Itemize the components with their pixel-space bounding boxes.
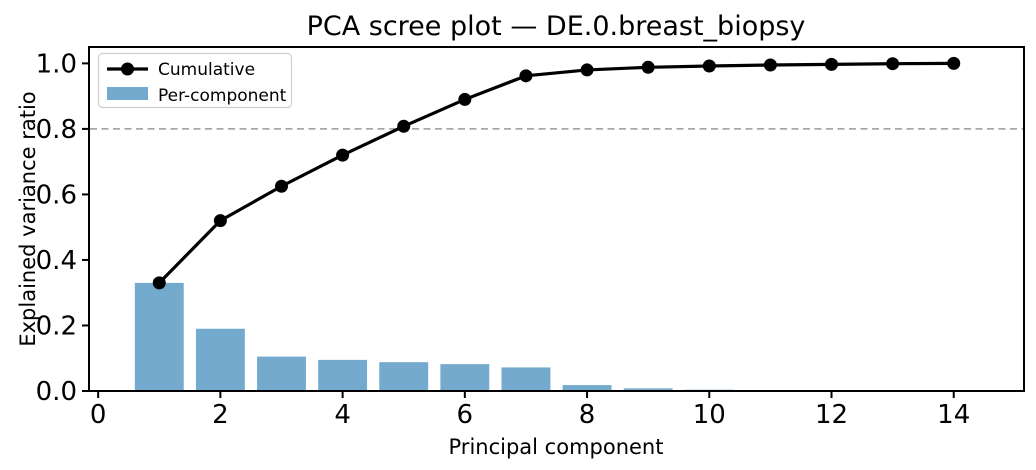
y-axis-label: Explained variance ratio — [16, 91, 40, 346]
legend-patch-sample-icon — [107, 87, 148, 100]
y-tick-label: 0.6 — [36, 180, 77, 210]
cumulative-point — [886, 57, 900, 71]
legend-entry-per-component: Per-component — [107, 86, 287, 106]
cumulative-point — [397, 119, 411, 133]
legend-entry-cumulative: Cumulative — [107, 60, 255, 80]
x-axis-label: Principal component — [449, 435, 664, 459]
cumulative-point — [152, 276, 166, 290]
cumulative-point — [641, 60, 655, 74]
bar — [623, 388, 673, 391]
cumulative-point — [580, 63, 594, 77]
bar — [562, 385, 612, 391]
x-tick-label: 6 — [457, 400, 474, 430]
bar — [257, 356, 306, 391]
bar — [195, 328, 245, 391]
x-tick-label: 10 — [693, 400, 726, 430]
x-tick-label: 8 — [579, 400, 596, 430]
cumulative-point — [458, 92, 472, 106]
cumulative-point — [947, 56, 961, 70]
bar — [501, 367, 551, 391]
per-component-bars — [134, 282, 918, 391]
y-tick-label: 0.4 — [36, 246, 77, 276]
cumulative-point — [275, 179, 288, 193]
y-tick-label: 0.8 — [36, 115, 77, 145]
bar — [440, 364, 490, 391]
y-tick-label: 0.2 — [36, 311, 77, 341]
x-tick-label: 12 — [815, 400, 848, 430]
cumulative-point — [336, 148, 350, 162]
x-tick-label: 2 — [212, 400, 229, 430]
y-tick-label: 0.0 — [36, 377, 77, 407]
x-tick-label: 14 — [937, 400, 970, 430]
cumulative-line — [158, 61, 954, 285]
plot-frame — [88, 46, 1025, 392]
bar — [318, 359, 368, 391]
legend-marker-icon — [121, 62, 134, 76]
axis-ticks — [82, 62, 955, 398]
axis-tick-labels: 0 2 4 6 8 10 12 14 0.0 0.2 0.4 0.6 0.8 1.0 — [36, 49, 971, 430]
bar — [134, 282, 184, 391]
cumulative-point — [213, 214, 227, 228]
bar — [379, 362, 429, 391]
cumulative-point — [825, 57, 838, 71]
y-tick-label: 1.0 — [36, 49, 77, 79]
chart-title: PCA scree plot — DE.0.breast_biopsy — [307, 11, 806, 42]
legend: Cumulative Per-component — [97, 52, 293, 109]
x-tick-label: 4 — [334, 400, 351, 430]
cumulative-point — [763, 58, 777, 72]
cumulative-point — [519, 69, 533, 83]
cumulative-line-group — [152, 56, 961, 290]
cumulative-point — [702, 59, 716, 73]
legend-label-per-component: Per-component — [158, 86, 287, 106]
legend-label-cumulative: Cumulative — [158, 60, 255, 80]
x-tick-label: 0 — [90, 400, 107, 430]
